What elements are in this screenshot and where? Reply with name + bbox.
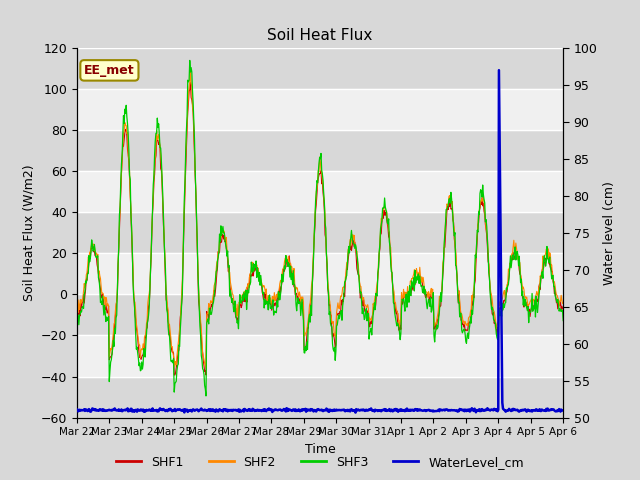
Y-axis label: Soil Heat Flux (W/m2): Soil Heat Flux (W/m2) xyxy=(22,165,35,301)
Bar xyxy=(77,89,563,130)
Y-axis label: Water level (cm): Water level (cm) xyxy=(603,181,616,285)
Bar xyxy=(77,171,563,212)
Title: Soil Heat Flux: Soil Heat Flux xyxy=(268,28,372,43)
Text: EE_met: EE_met xyxy=(84,64,135,77)
Bar xyxy=(77,253,563,294)
Bar xyxy=(77,336,563,376)
Legend: SHF1, SHF2, SHF3, WaterLevel_cm: SHF1, SHF2, SHF3, WaterLevel_cm xyxy=(111,451,529,474)
X-axis label: Time: Time xyxy=(305,443,335,456)
